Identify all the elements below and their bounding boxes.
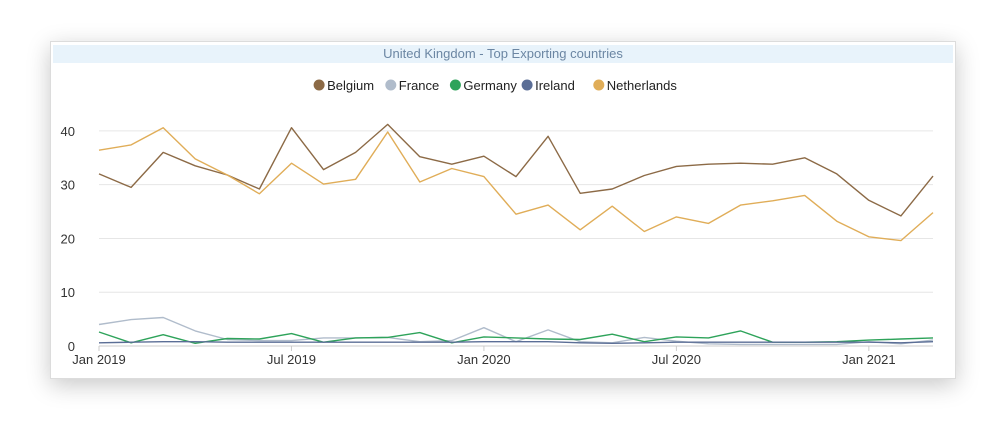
y-axis-ticks: 0 10 20 30 40 [61, 124, 75, 354]
x-tick-label: Jul 2019 [267, 352, 316, 367]
chart-card: United Kingdom - Top Exporting countries… [50, 41, 956, 379]
legend-item-netherlands[interactable]: Netherlands [593, 78, 677, 93]
legend-swatch [313, 79, 325, 91]
legend[interactable]: Belgium France Germany Ireland Netherlands [313, 78, 678, 93]
series-line-ireland[interactable] [98, 341, 934, 344]
series-line-france[interactable] [98, 316, 934, 346]
x-tick-label: Jan 2019 [72, 352, 126, 367]
line-chart: 0 10 20 30 40 Jan 2019 Jul 2019 Jan 2020 Jul 20… [61, 78, 934, 367]
legend-swatch [449, 79, 461, 91]
x-tick-label: Jul 2020 [652, 352, 701, 367]
legend-label: Germany [463, 78, 517, 93]
series-lines [98, 123, 934, 346]
y-tick-label: 20 [61, 231, 75, 246]
y-tick-label: 0 [68, 339, 75, 354]
x-tick-label: Jan 2021 [842, 352, 896, 367]
legend-item-ireland[interactable]: Ireland [521, 78, 575, 93]
legend-label: Belgium [327, 78, 374, 93]
legend-item-germany[interactable]: Germany [449, 78, 517, 93]
legend-label: France [399, 78, 439, 93]
y-tick-label: 40 [61, 124, 75, 139]
series-line-netherlands[interactable] [98, 126, 934, 242]
x-tick-label: Jan 2020 [457, 352, 511, 367]
legend-swatch [593, 79, 605, 91]
chart-title: United Kingdom - Top Exporting countries [53, 45, 953, 63]
series-line-belgium[interactable] [98, 123, 934, 217]
legend-swatch [385, 79, 397, 91]
gridlines [99, 130, 933, 347]
legend-swatch [521, 79, 533, 91]
legend-item-france[interactable]: France [385, 78, 439, 93]
legend-label: Ireland [535, 78, 575, 93]
legend-item-belgium[interactable]: Belgium [313, 78, 374, 93]
y-tick-label: 30 [61, 178, 75, 193]
y-tick-label: 10 [61, 285, 75, 300]
x-axis-ticks: Jan 2019 Jul 2019 Jan 2020 Jul 2020 Jan 2021 [72, 346, 896, 367]
legend-label: Netherlands [607, 78, 678, 93]
